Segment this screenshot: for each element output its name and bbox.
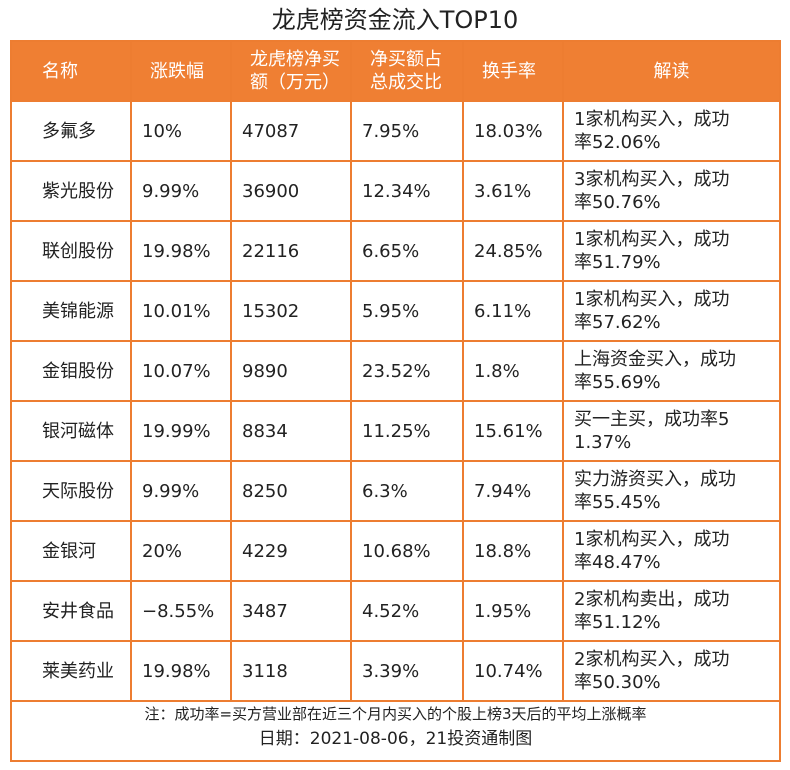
table-cell: 10.07%	[132, 342, 232, 402]
table-cell: 银河磁体	[12, 402, 132, 462]
table-cell: 4.52%	[352, 582, 464, 642]
table-cell: 紫光股份	[12, 162, 132, 222]
table-cell: 3118	[232, 642, 352, 702]
table-cell: 6.3%	[352, 462, 464, 522]
table-cell: 9.99%	[132, 162, 232, 222]
table-cell: 1.95%	[464, 582, 564, 642]
table-row: 莱美药业 19.98% 3118 3.39% 10.74% 2家机构买入，成功 率50.3…	[12, 642, 779, 702]
table-cell: 8250	[232, 462, 352, 522]
table-row: 金钼股份 10.07% 9890 23.52% 1.8% 上海资金买入，成功 率55.69…	[12, 342, 779, 402]
table-cell: 1家机构买入，成功 率51.79%	[564, 222, 779, 282]
table-cell: 上海资金买入，成功 率55.69%	[564, 342, 779, 402]
table-cell: 3.61%	[464, 162, 564, 222]
table-cell: 18.03%	[464, 102, 564, 162]
table-cell: 天际股份	[12, 462, 132, 522]
header-cell: 解读	[564, 42, 779, 102]
table-cell: 11.25%	[352, 402, 464, 462]
header-cell: 龙虎榜净买 额（万元）	[232, 42, 352, 102]
table-cell: 18.8%	[464, 522, 564, 582]
table-cell: 10%	[132, 102, 232, 162]
table-cell: 1家机构买入，成功 率48.47%	[564, 522, 779, 582]
table-cell: 47087	[232, 102, 352, 162]
table-row: 多氟多 10% 47087 7.95% 18.03% 1家机构买入，成功 率52.06%	[12, 102, 779, 162]
table-cell: 10.01%	[132, 282, 232, 342]
footnote: 注：成功率=买方营业部在近三个月内买入的个股上榜3天后的平均上涨概率	[144, 705, 647, 723]
table-cell: −8.55%	[132, 582, 232, 642]
table-row: 安井食品 −8.55% 3487 4.52% 1.95% 2家机构卖出，成功 率51.12…	[12, 582, 779, 642]
table-row: 联创股份 19.98% 22116 6.65% 24.85% 1家机构买入，成功 率51.…	[12, 222, 779, 282]
table-cell: 多氟多	[12, 102, 132, 162]
table-cell: 22116	[232, 222, 352, 282]
table-cell: 6.65%	[352, 222, 464, 282]
table-cell: 实力游资买入，成功 率55.45%	[564, 462, 779, 522]
header-cell: 涨跌幅	[132, 42, 232, 102]
table-row: 金银河 20% 4229 10.68% 18.8% 1家机构买入，成功 率48.47%	[12, 522, 779, 582]
table-cell: 金银河	[12, 522, 132, 582]
date-line: 日期：2021-08-06，21投资通制图	[258, 729, 533, 749]
table-cell: 3家机构买入，成功 率50.76%	[564, 162, 779, 222]
table-cell: 2家机构卖出，成功 率51.12%	[564, 582, 779, 642]
header-cell: 净买额占 总成交比	[352, 42, 464, 102]
table-cell: 2家机构买入，成功 率50.30%	[564, 642, 779, 702]
table-cell: 36900	[232, 162, 352, 222]
table-row: 美锦能源 10.01% 15302 5.95% 6.11% 1家机构买入，成功 率57.6…	[12, 282, 779, 342]
table-cell: 10.74%	[464, 642, 564, 702]
table-cell: 买一主买，成功率5 1.37%	[564, 402, 779, 462]
table-cell: 6.11%	[464, 282, 564, 342]
table-cell: 23.52%	[352, 342, 464, 402]
table-cell: 19.98%	[132, 222, 232, 282]
table-cell: 10.68%	[352, 522, 464, 582]
table-cell: 19.98%	[132, 642, 232, 702]
table-cell: 15.61%	[464, 402, 564, 462]
table-cell: 4229	[232, 522, 352, 582]
table-cell: 美锦能源	[12, 282, 132, 342]
table-row: 天际股份 9.99% 8250 6.3% 7.94% 实力游资买入，成功 率55.45%	[12, 462, 779, 522]
table-row: 紫光股份 9.99% 36900 12.34% 3.61% 3家机构买入，成功 率50.7…	[12, 162, 779, 222]
header-cell: 换手率	[464, 42, 564, 102]
table-cell: 金钼股份	[12, 342, 132, 402]
table-cell: 1家机构买入，成功 率57.62%	[564, 282, 779, 342]
table-cell: 20%	[132, 522, 232, 582]
table-body: 名称 涨跌幅 龙虎榜净买 额（万元） 净买额占 总成交比 换手率 解读 多氟多 10% 4708…	[12, 42, 779, 702]
table-cell: 莱美药业	[12, 642, 132, 702]
table-cell: 1家机构买入，成功 率52.06%	[564, 102, 779, 162]
table-cell: 7.95%	[352, 102, 464, 162]
table-cell: 9.99%	[132, 462, 232, 522]
table-cell: 9890	[232, 342, 352, 402]
title: 龙虎榜资金流入TOP10	[271, 6, 519, 34]
header-cell: 名称	[12, 42, 132, 102]
header-row: 名称 涨跌幅 龙虎榜净买 额（万元） 净买额占 总成交比 换手率 解读	[12, 42, 779, 102]
table-cell: 15302	[232, 282, 352, 342]
table-cell: 12.34%	[352, 162, 464, 222]
table-cell: 5.95%	[352, 282, 464, 342]
table-cell: 安井食品	[12, 582, 132, 642]
table-cell: 7.94%	[464, 462, 564, 522]
table-row: 银河磁体 19.99% 8834 11.25% 15.61% 买一主买，成功率5 1.37…	[12, 402, 779, 462]
table-cell: 19.99%	[132, 402, 232, 462]
table: 名称 涨跌幅 龙虎榜净买 额（万元） 净买额占 总成交比 换手率 解读 多氟多 10% 4708…	[10, 40, 781, 762]
table-cell: 24.85%	[464, 222, 564, 282]
table-cell: 1.8%	[464, 342, 564, 402]
table-cell: 3487	[232, 582, 352, 642]
table-cell: 3.39%	[352, 642, 464, 702]
table-cell: 8834	[232, 402, 352, 462]
table-cell: 联创股份	[12, 222, 132, 282]
